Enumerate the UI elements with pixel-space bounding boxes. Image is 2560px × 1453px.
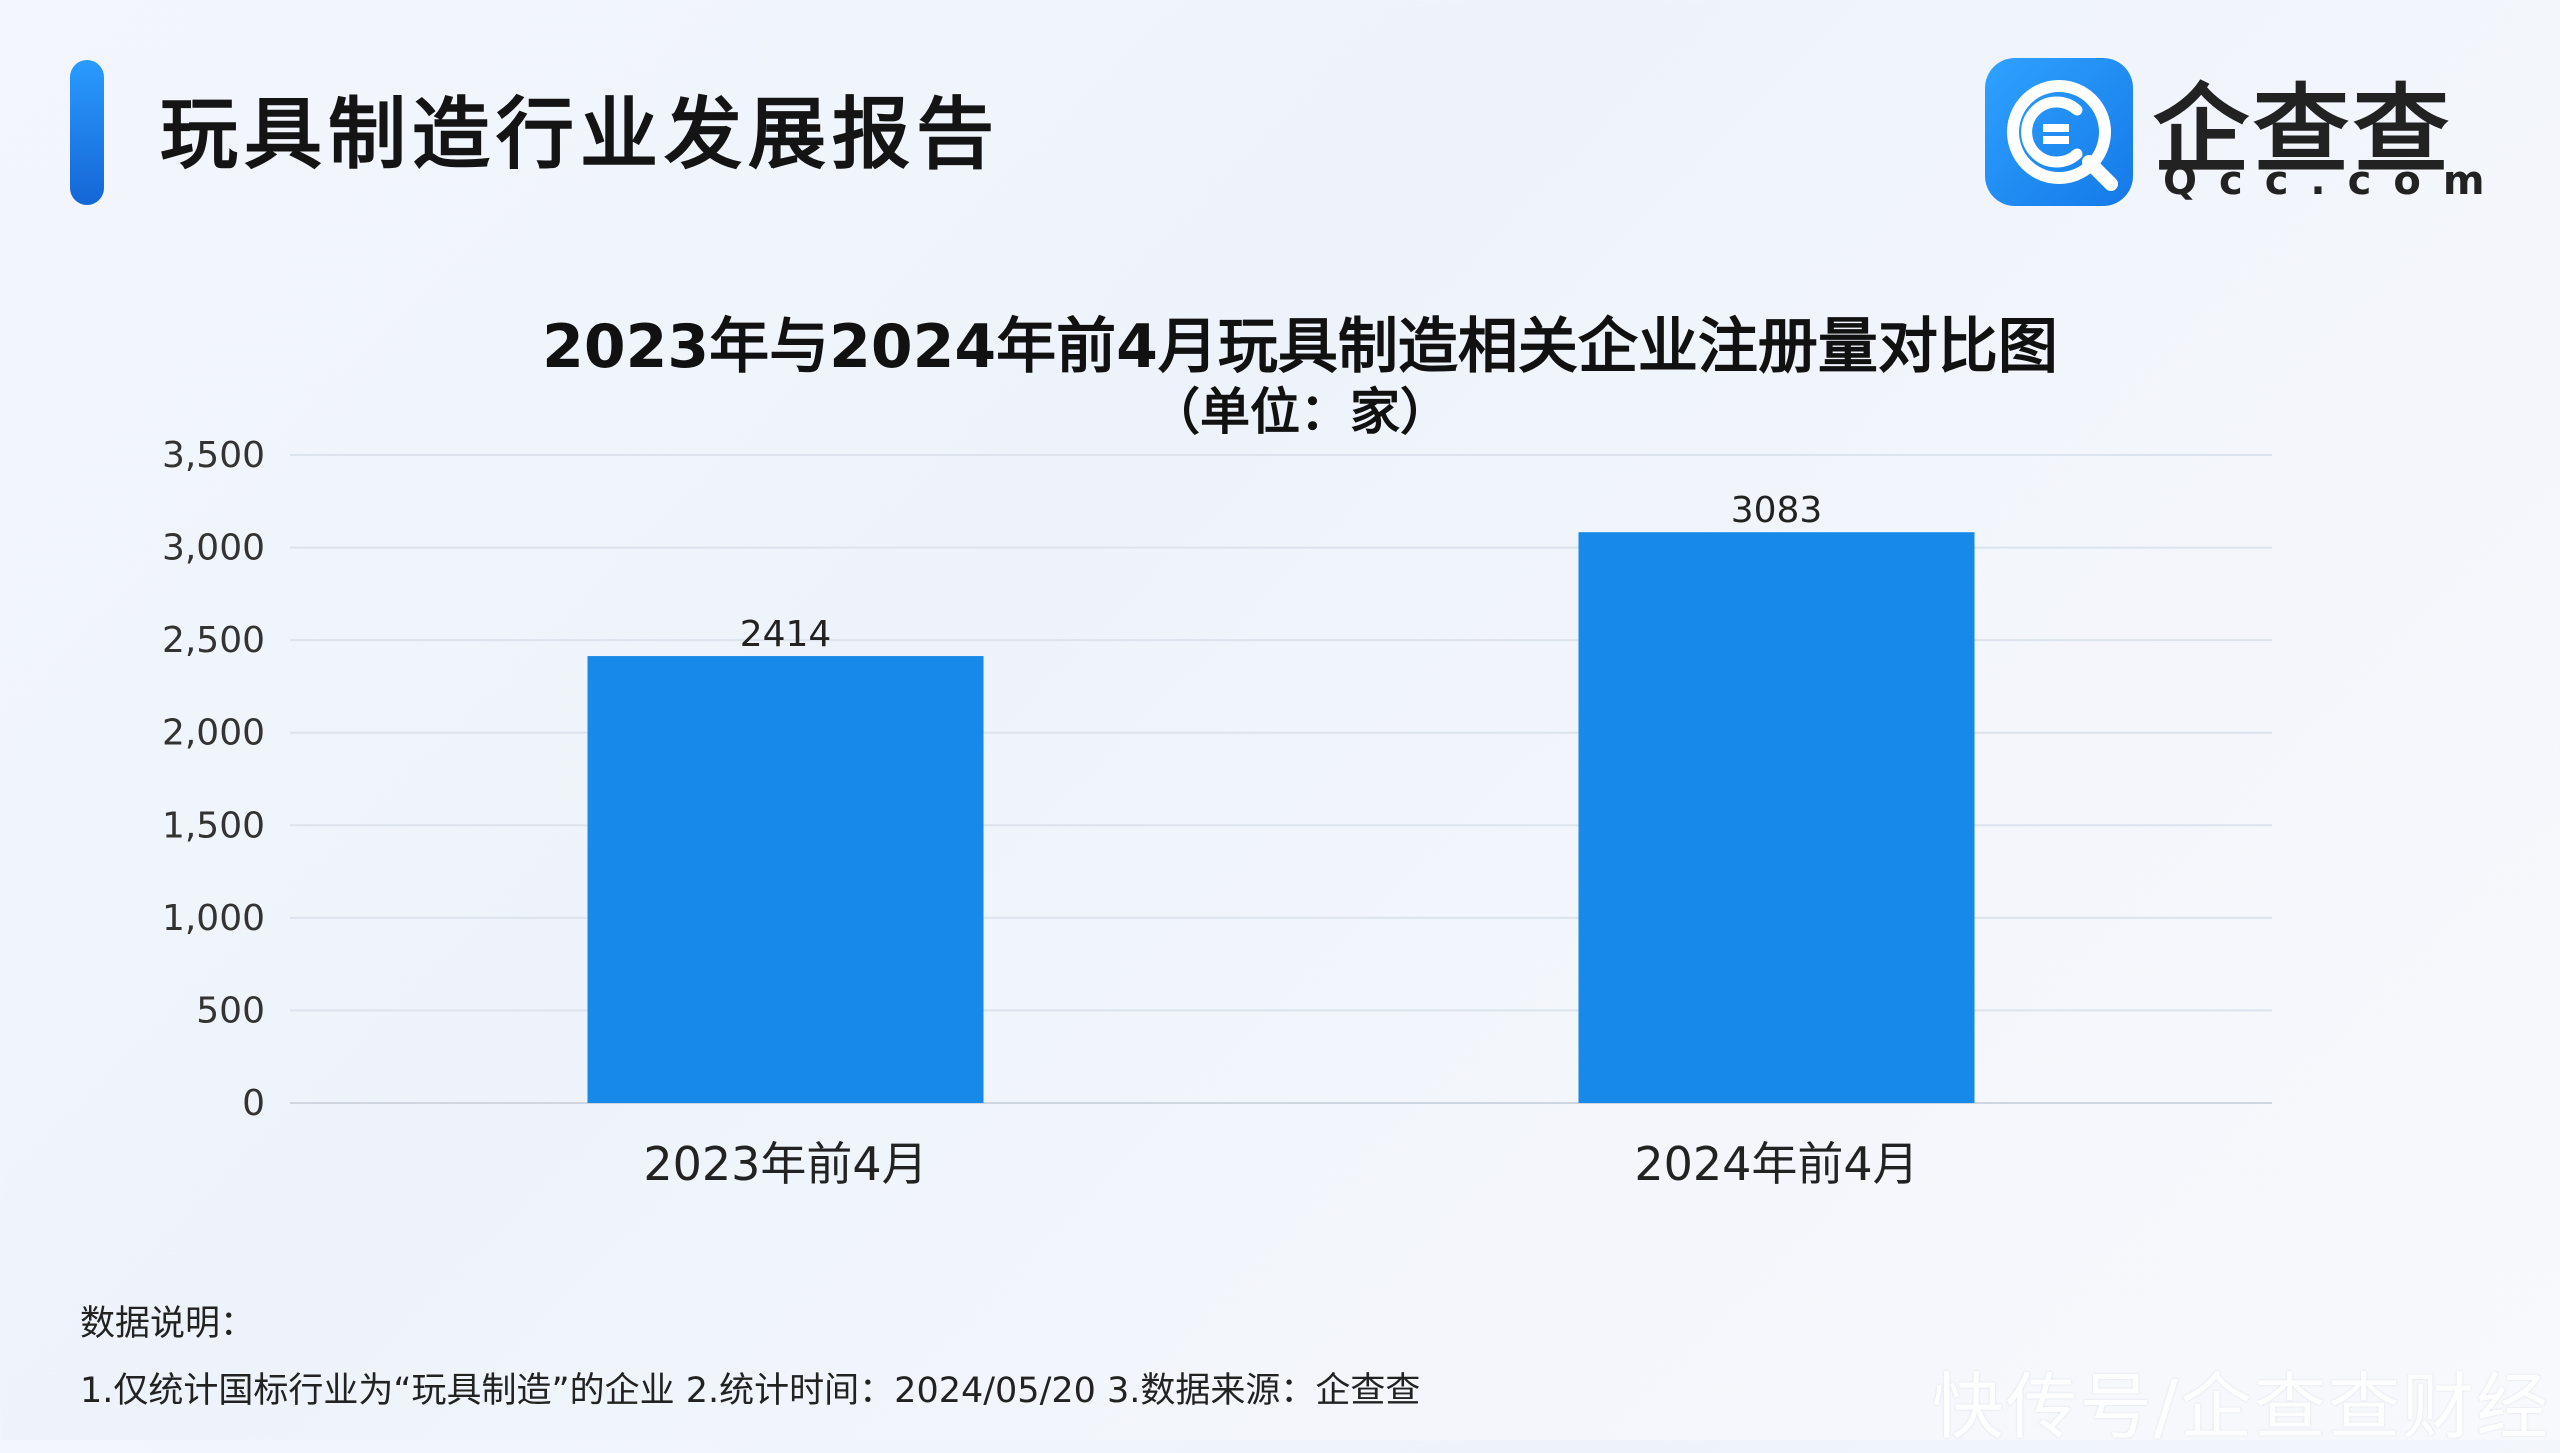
chart-subtitle: （单位：家） [1150,383,1450,441]
data-label: 2414 [740,614,832,655]
logo-chinese-text: 企查查 [2153,74,2453,186]
data-label: 3083 [1731,490,1823,531]
y-tick-label: 2,000 [162,713,265,754]
notes-heading: 数据说明： [80,1304,256,1344]
qcc-logo-icon [1985,58,2133,206]
y-tick-label: 1,500 [162,805,265,846]
x-category-label: 2024年前4月 [1634,1137,1918,1191]
y-tick-label: 3,000 [162,528,265,569]
y-tick-label: 1,000 [162,898,265,939]
qcc-logo: 企查查 Qcc.com [1985,58,2505,208]
title-accent-bar [70,60,104,205]
y-tick-label: 2,500 [162,620,265,661]
report-title: 玩具制造行业发展报告 [160,90,1001,180]
chart-title: 2023年与2024年前4月玩具制造相关企业注册量对比图 [542,312,2058,382]
y-tick-label: 0 [242,1083,265,1124]
bar [1578,532,1975,1103]
notes-text: 1.仅统计国标行业为“玩具制造”的企业 2.统计时间：2024/05/20 3.… [80,1371,1421,1411]
watermark: 快传号/企查查财经 [1931,1365,2550,1449]
bar-chart: 0 500 1,000 1,500 2,000 2,500 3,000 3,500 2414 20… [162,435,2272,1191]
x-category-label: 2023年前4月 [643,1137,927,1191]
bar [587,656,984,1103]
y-tick-label: 3,500 [162,435,265,476]
logo-english-text: Qcc.com [2163,158,2507,204]
y-tick-label: 500 [196,990,265,1031]
